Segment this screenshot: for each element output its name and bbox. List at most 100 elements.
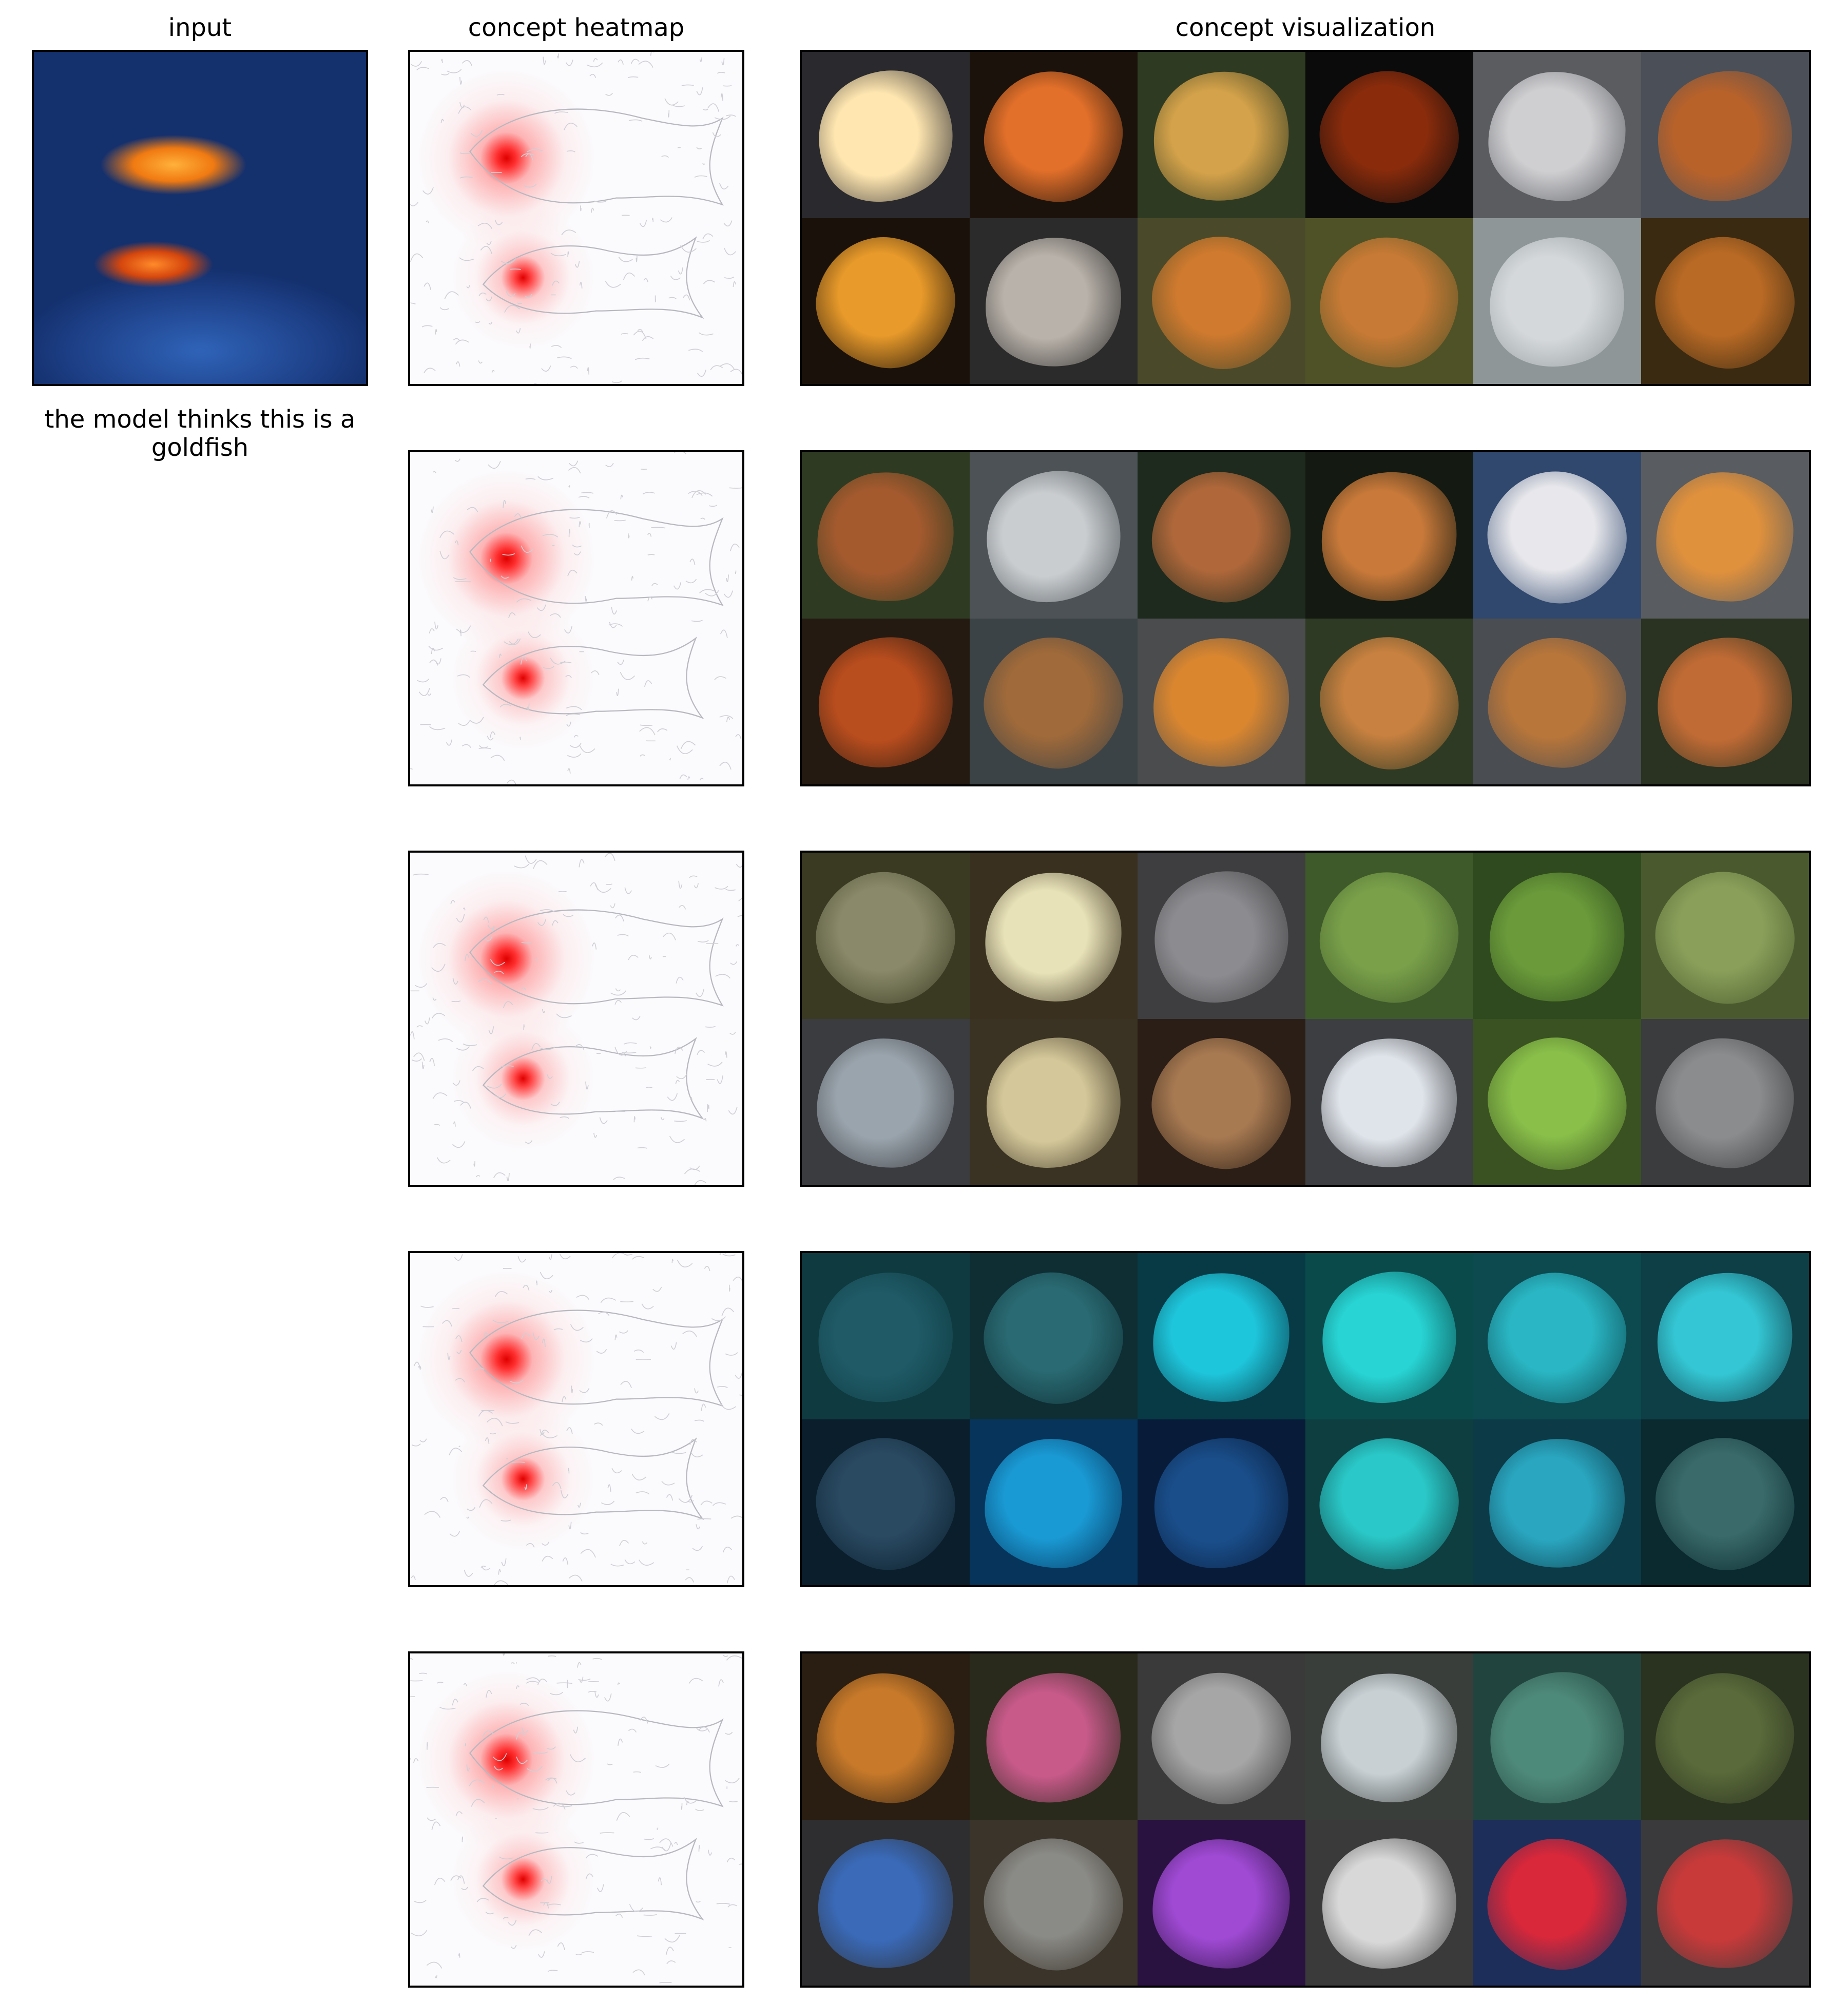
concept-example-tile bbox=[1138, 1819, 1305, 1986]
concept-patch bbox=[802, 618, 970, 784]
concept-example-tile bbox=[1473, 1819, 1641, 1986]
concept-example-tile bbox=[1138, 218, 1305, 384]
concept-patch bbox=[1313, 1665, 1466, 1811]
concept-example-tile bbox=[802, 452, 970, 619]
concept-example-tile bbox=[1305, 618, 1473, 784]
concept-example-tile bbox=[1305, 52, 1473, 218]
concept-patch bbox=[983, 1436, 1125, 1571]
concept-patch bbox=[970, 1018, 1138, 1185]
concept-example-tile bbox=[802, 853, 970, 1019]
concept-example-tile bbox=[1473, 618, 1641, 784]
concept-example-tile bbox=[802, 1653, 970, 1820]
concept-example-tile bbox=[1641, 618, 1809, 784]
concept-patch bbox=[1141, 626, 1302, 780]
concept-example-tile bbox=[1138, 618, 1305, 784]
concept-example-tile bbox=[802, 1819, 970, 1986]
concept-patch bbox=[970, 1819, 1138, 1986]
concept-example-tile bbox=[1473, 1653, 1641, 1820]
concept-patch bbox=[1473, 218, 1641, 384]
concept-patch bbox=[1308, 1426, 1470, 1582]
concept-visualization-grid bbox=[800, 50, 1811, 386]
concept-example-tile bbox=[970, 452, 1138, 619]
concept-patch bbox=[802, 52, 970, 218]
concept-patch bbox=[1477, 1427, 1638, 1581]
concept-heatmap bbox=[408, 450, 744, 786]
concept-example-tile bbox=[1473, 1419, 1641, 1585]
concept-example-tile bbox=[1138, 1018, 1305, 1185]
concept-patch bbox=[802, 1823, 970, 1986]
concept-example-tile bbox=[1641, 1419, 1809, 1585]
concept-patch bbox=[1138, 55, 1305, 218]
concept-patch bbox=[1145, 1265, 1298, 1411]
concept-patch bbox=[1138, 853, 1305, 1019]
input-column-title: input bbox=[168, 13, 232, 42]
concept-patch bbox=[1138, 1657, 1305, 1820]
concept-patch bbox=[815, 1036, 957, 1171]
concept-example-tile bbox=[1138, 452, 1305, 619]
concept-example-tile bbox=[970, 218, 1138, 384]
concept-patch bbox=[970, 1256, 1138, 1419]
concept-example-tile bbox=[970, 52, 1138, 218]
concept-example-tile bbox=[802, 1253, 970, 1419]
concept-example-tile bbox=[1641, 1819, 1809, 1986]
concept-example-tile bbox=[1305, 1819, 1473, 1986]
concept-example-tile bbox=[1641, 1018, 1809, 1185]
concept-patch bbox=[1305, 455, 1473, 619]
concept-example-tile bbox=[1305, 853, 1473, 1019]
concept-patch bbox=[1641, 1419, 1809, 1585]
concept-example-tile bbox=[970, 1419, 1138, 1585]
concept-heatmap bbox=[408, 851, 744, 1187]
concept-patch bbox=[1641, 220, 1809, 384]
concept-example-tile bbox=[1138, 1653, 1305, 1820]
concept-patch bbox=[1473, 452, 1641, 619]
concept-patch bbox=[802, 1419, 970, 1585]
input-image bbox=[32, 50, 368, 386]
concept-patch bbox=[1654, 470, 1796, 604]
concept-patch bbox=[810, 464, 962, 610]
concept-heatmap bbox=[408, 1251, 744, 1587]
concept-visualization-grid bbox=[800, 1651, 1811, 1988]
concept-patch bbox=[1653, 1035, 1797, 1172]
concept-patch bbox=[973, 226, 1134, 379]
concept-patch bbox=[1150, 1837, 1293, 1972]
concept-patch bbox=[1317, 234, 1461, 371]
concept-patch bbox=[1641, 1256, 1809, 1419]
concept-example-tile bbox=[1473, 52, 1641, 218]
concept-example-tile bbox=[1641, 1253, 1809, 1419]
concept-example-tile bbox=[802, 218, 970, 384]
concept-example-tile bbox=[970, 1819, 1138, 1986]
concept-patch bbox=[1138, 1419, 1305, 1585]
concept-patch bbox=[1485, 634, 1629, 772]
concept-patch bbox=[802, 1253, 970, 1419]
concept-patch bbox=[1141, 1026, 1302, 1181]
concept-patch bbox=[1473, 1653, 1641, 1820]
concept-patch bbox=[1305, 52, 1473, 218]
concept-example-tile bbox=[802, 1018, 970, 1185]
concept-patch bbox=[1473, 856, 1641, 1019]
heatmap-column-title: concept heatmap bbox=[468, 13, 685, 42]
concept-example-tile bbox=[970, 1018, 1138, 1185]
prediction-caption: the model thinks this is a goldfish bbox=[44, 405, 356, 463]
concept-patch bbox=[970, 1653, 1138, 1820]
concept-example-tile bbox=[802, 52, 970, 218]
concept-example-tile bbox=[1305, 1653, 1473, 1820]
concept-patch bbox=[1473, 1018, 1641, 1185]
concept-patch bbox=[1145, 464, 1298, 610]
concept-example-tile bbox=[970, 853, 1138, 1019]
concept-example-tile bbox=[1305, 218, 1473, 384]
concept-example-tile bbox=[1473, 218, 1641, 384]
concept-example-tile bbox=[1641, 853, 1809, 1019]
concept-example-tile bbox=[1473, 1018, 1641, 1185]
concept-visualization-grid bbox=[800, 450, 1811, 786]
concept-heatmap bbox=[408, 50, 744, 386]
concept-patch bbox=[970, 452, 1138, 619]
concept-patch bbox=[1641, 619, 1809, 784]
concept-patch bbox=[1309, 1027, 1470, 1180]
concept-example-tile bbox=[1473, 853, 1641, 1019]
visualization-column-title: concept visualization bbox=[1175, 13, 1436, 42]
concept-example-tile bbox=[1305, 1419, 1473, 1585]
concept-patch bbox=[977, 864, 1130, 1010]
concept-patch bbox=[1476, 1826, 1638, 1982]
concept-example-tile bbox=[1138, 52, 1305, 218]
concept-patch bbox=[1641, 853, 1809, 1019]
